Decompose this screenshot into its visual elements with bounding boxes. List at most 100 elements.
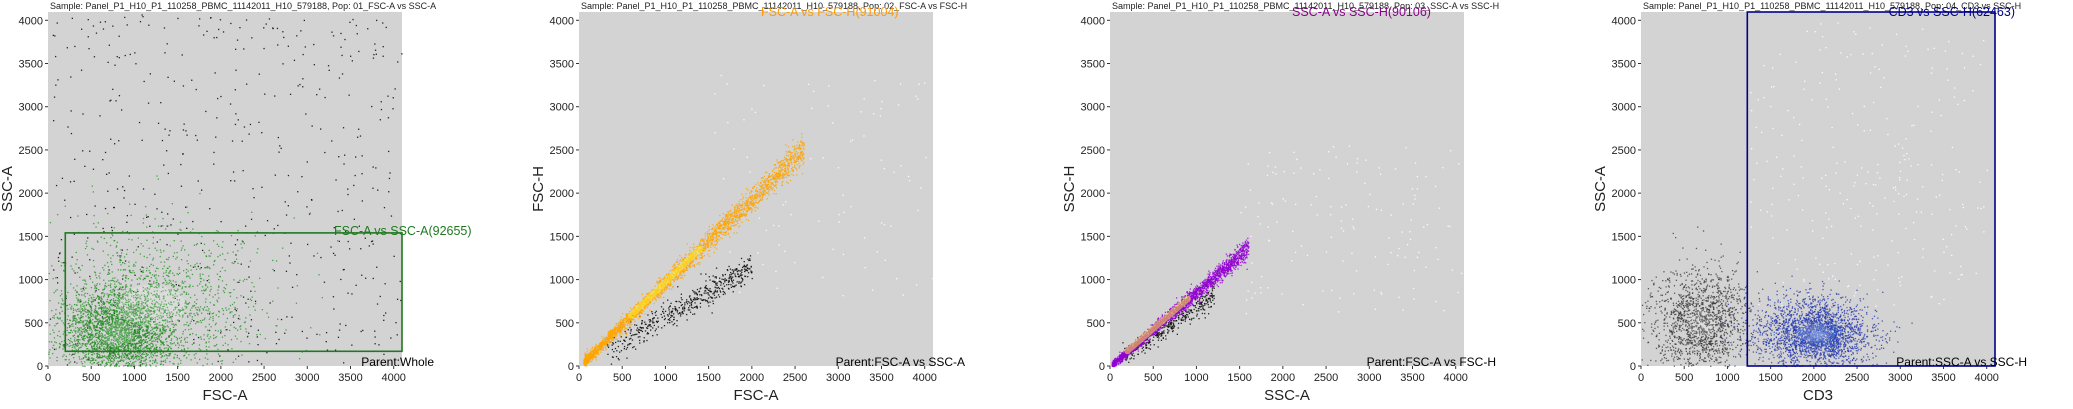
event-point [162, 360, 164, 363]
event-point [685, 301, 688, 303]
event-point [148, 356, 151, 359]
event-point [279, 145, 281, 147]
event-point [106, 293, 108, 295]
event-point [128, 328, 130, 330]
event-point [166, 321, 169, 323]
event-point [69, 319, 72, 322]
event-point [51, 310, 53, 312]
event-point [248, 133, 250, 135]
event-point [102, 321, 104, 323]
event-point [132, 314, 134, 316]
event-point [62, 348, 64, 350]
event-point [385, 312, 387, 314]
event-point [130, 325, 132, 327]
event-point [712, 300, 714, 302]
event-point [73, 317, 75, 320]
event-point [152, 328, 154, 330]
event-point [79, 301, 81, 303]
event-point [82, 365, 84, 367]
event-point [217, 231, 219, 233]
event-point [120, 336, 122, 338]
event-point [186, 303, 188, 305]
event-point [83, 289, 85, 291]
event-point [152, 353, 154, 356]
event-point [162, 225, 164, 227]
event-point [121, 352, 123, 354]
event-point [77, 298, 79, 300]
event-point [148, 348, 150, 351]
event-point [136, 288, 138, 291]
event-point [61, 320, 63, 322]
event-point [335, 179, 337, 181]
event-point [119, 259, 121, 261]
event-point [155, 360, 157, 362]
event-point [81, 290, 83, 292]
event-point [226, 329, 228, 331]
event-point [273, 228, 275, 230]
event-point [672, 286, 674, 288]
event-point [121, 323, 123, 325]
event-point [746, 264, 748, 266]
event-point [695, 299, 697, 301]
event-point [112, 342, 114, 344]
event-point [696, 293, 698, 295]
event-point [177, 17, 179, 20]
event-point [218, 297, 220, 299]
event-point [140, 357, 142, 359]
event-point [711, 297, 713, 299]
event-point [319, 334, 321, 336]
event-point [106, 339, 108, 341]
event-point [145, 329, 148, 331]
event-point [360, 330, 362, 333]
event-point [76, 297, 78, 299]
event-point [131, 355, 133, 358]
event-point [110, 324, 112, 326]
event-point [274, 174, 276, 176]
event-point [91, 357, 93, 359]
event-point [623, 339, 625, 341]
event-point [227, 252, 229, 254]
event-point [176, 256, 178, 258]
event-point [97, 338, 99, 340]
event-point [82, 335, 84, 338]
event-point [118, 337, 120, 339]
event-point [161, 301, 163, 303]
event-point [612, 343, 615, 345]
event-point [151, 346, 153, 348]
event-point [99, 330, 101, 333]
event-point [358, 128, 360, 130]
event-point [749, 255, 752, 257]
event-point [111, 348, 113, 350]
event-point [145, 275, 147, 277]
event-point [188, 302, 191, 304]
event-point [358, 50, 360, 53]
event-point [147, 216, 149, 218]
event-point [85, 283, 88, 285]
event-point [115, 303, 117, 305]
event-point [620, 350, 623, 352]
event-point [100, 348, 102, 350]
event-point [194, 294, 196, 296]
event-point [221, 246, 223, 248]
gate-rectangle[interactable] [64, 232, 403, 353]
event-point [109, 315, 112, 318]
event-point [164, 330, 166, 332]
event-point [128, 315, 130, 317]
event-point [97, 314, 99, 316]
event-point [66, 327, 69, 329]
event-point [730, 286, 733, 288]
event-point [141, 329, 144, 331]
event-point [612, 342, 614, 344]
event-point [702, 299, 704, 301]
event-point [128, 357, 130, 360]
event-point [120, 328, 123, 330]
event-point [176, 295, 178, 297]
event-point [120, 324, 122, 327]
event-point [185, 206, 187, 208]
event-point [98, 361, 100, 363]
event-point [220, 329, 222, 331]
event-point [664, 317, 666, 320]
event-point [139, 348, 142, 350]
event-point [352, 18, 354, 21]
event-point [72, 319, 74, 321]
